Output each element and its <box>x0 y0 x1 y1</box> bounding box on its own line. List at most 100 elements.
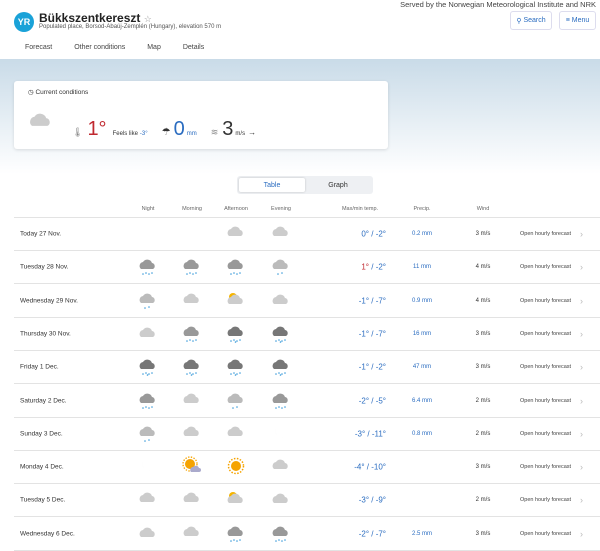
cloud-icon-afternoon <box>226 423 246 445</box>
chevron-right-icon[interactable]: › <box>580 462 583 473</box>
place-name: Bükkszentkereszt <box>39 11 141 25</box>
partly-cloudy-night-icon-night <box>138 323 158 345</box>
day-label: Wednesday 29 Nov. <box>20 297 78 305</box>
light-sleet-icon-evening <box>271 256 291 278</box>
open-hourly-forecast-link[interactable]: Open hourly forecast <box>520 464 572 471</box>
menu-icon: ≡ <box>565 17 570 24</box>
forecast-row[interactable]: Sunday 3 Dec. -3° / -11° 0.8 mm 2 m/s Open h… <box>14 418 600 451</box>
forecast-row[interactable]: Monday 4 Dec. -4° / -10° 3 m/s Open hourly … <box>14 451 600 485</box>
cloud-icon-afternoon <box>226 223 246 245</box>
precip-value: 6.4 mm <box>411 397 433 404</box>
partly-cloudy-night-icon-evening <box>271 489 291 511</box>
wind-value: 3 m/s <box>475 530 491 537</box>
min-temp: -5° <box>375 396 386 405</box>
min-temp: -2° <box>375 229 386 239</box>
max-min-temp: -1° / -2° <box>358 362 386 372</box>
max-temp: 1° <box>361 262 370 272</box>
max-min-temp: -4° / -10° <box>354 462 386 472</box>
chevron-right-icon[interactable]: › <box>580 262 583 273</box>
place-title: Bükkszentkereszt ☆ <box>39 11 152 25</box>
cloud-icon-morning <box>182 423 202 445</box>
heavy-sleet-icon-evening <box>271 356 291 378</box>
forecast-row[interactable]: Tuesday 5 Dec. -3° / -9° 2 m/s Open hourly … <box>14 484 600 518</box>
sleet-icon-afternoon <box>226 256 246 278</box>
precip-unit: mm <box>186 131 197 137</box>
current-precip: 0 <box>173 118 185 140</box>
chevron-right-icon[interactable]: › <box>580 528 583 539</box>
min-temp: -11° <box>371 429 386 439</box>
open-hourly-forecast-link[interactable]: Open hourly forecast <box>520 364 572 371</box>
open-hourly-forecast-link[interactable]: Open hourly forecast <box>520 297 572 304</box>
cloud-icon-evening <box>271 456 291 478</box>
day-label: Saturday 2 Dec. <box>20 397 67 404</box>
chevron-right-icon[interactable]: › <box>580 428 583 439</box>
wind-icon: ≋ <box>210 127 219 137</box>
day-label: Tuesday 28 Nov. <box>20 263 69 271</box>
table-view-button[interactable]: Table <box>239 178 305 192</box>
precip-value: 0.9 mm <box>411 297 433 304</box>
tab-other-conditions[interactable]: Other conditions <box>74 44 126 51</box>
yr-logo[interactable]: YR <box>14 12 34 32</box>
chevron-right-icon[interactable]: › <box>580 362 583 373</box>
graph-view-button[interactable]: Graph <box>328 181 348 189</box>
chevron-right-icon[interactable]: › <box>580 295 583 306</box>
wind-value: 4 m/s <box>475 297 491 304</box>
view-toggle: Table Graph <box>237 176 373 194</box>
cloud-icon-night <box>138 489 158 511</box>
open-hourly-forecast-link[interactable]: Open hourly forecast <box>520 430 572 437</box>
open-hourly-forecast-link[interactable]: Open hourly forecast <box>520 397 572 404</box>
light-sleet-icon-afternoon <box>226 390 246 412</box>
wind-value: 3 m/s <box>475 364 491 371</box>
chevron-right-icon[interactable]: › <box>580 395 583 406</box>
sleet-icon-evening <box>271 390 291 412</box>
main-tabs: Forecast Other conditions Map Details <box>14 40 215 61</box>
feels-like-value: -3° <box>139 131 148 137</box>
chevron-right-icon[interactable]: › <box>580 229 583 239</box>
max-min-temp: -2° / -5° <box>358 396 386 405</box>
tab-map[interactable]: Map <box>147 44 161 51</box>
open-hourly-forecast-link[interactable]: Open hourly forecast <box>520 264 572 271</box>
chevron-right-icon[interactable]: › <box>580 495 583 506</box>
col-evening: Evening <box>271 206 291 212</box>
max-min-temp: -2° / -7° <box>358 529 386 539</box>
star-icon[interactable]: ☆ <box>143 14 152 24</box>
col-temp: Max/min temp. <box>341 206 379 212</box>
open-hourly-forecast-link[interactable]: Open hourly forecast <box>520 330 572 337</box>
sleet-icon-evening <box>271 523 291 545</box>
search-button[interactable]: ⚲ Search <box>510 11 552 30</box>
max-min-temp: -3° / -9° <box>358 495 386 505</box>
max-temp: -1° <box>358 296 370 306</box>
open-hourly-forecast-link[interactable]: Open hourly forecast <box>520 530 572 537</box>
forecast-row[interactable]: Wednesday 6 Dec. -2° / -7° 2.5 mm 3 m/s Open… <box>14 518 600 551</box>
min-temp: -7° <box>375 296 386 306</box>
forecast-row[interactable]: Tuesday 28 Nov. 1° / -2° 11 mm 4 m/s Open ho… <box>14 251 600 285</box>
chevron-right-icon[interactable]: › <box>580 328 583 339</box>
forecast-row[interactable]: Wednesday 29 Nov. -1° / -7° 0.9 mm 4 m/s Ope… <box>14 285 600 318</box>
forecast-row[interactable]: Thursday 30 Nov. -1° / -7° 16 mm 3 m/s Open … <box>14 318 600 351</box>
day-label: Friday 1 Dec. <box>20 363 59 371</box>
table-header: Night Morning Afternoon Evening Max/min … <box>14 204 600 218</box>
col-morning: Morning <box>182 206 202 212</box>
heavy-sleet-icon-evening <box>271 323 291 345</box>
min-temp: -2° <box>375 262 386 272</box>
wind-value: 2 m/s <box>475 497 491 504</box>
tab-forecast[interactable]: Forecast <box>14 40 64 61</box>
day-label: Wednesday 6 Dec. <box>20 530 75 538</box>
max-temp: -2° <box>358 396 370 405</box>
forecast-row[interactable]: Saturday 2 Dec. -2° / -5° 6.4 mm 2 m/s Open … <box>14 385 600 418</box>
max-temp: -3° <box>354 429 366 439</box>
sleet-icon-night <box>138 256 158 278</box>
max-min-temp: 1° / -2° <box>361 262 386 272</box>
current-temp: 1° <box>87 118 107 140</box>
sleet-icon-afternoon <box>226 523 246 545</box>
tab-details[interactable]: Details <box>182 44 205 51</box>
umbrella-icon: ☂ <box>161 127 171 138</box>
open-hourly-forecast-link[interactable]: Open hourly forecast <box>520 231 572 237</box>
menu-button[interactable]: ≡ Menu <box>559 11 596 30</box>
forecast-row[interactable]: Friday 1 Dec. -1° / -2° 47 mm 3 m/s Open hou… <box>14 351 600 385</box>
max-min-temp: -1° / -7° <box>358 329 386 339</box>
open-hourly-forecast-link[interactable]: Open hourly forecast <box>520 497 572 504</box>
current-wind: 3 <box>222 118 234 140</box>
fair-day-icon-morning <box>182 456 202 478</box>
forecast-row[interactable]: Today 27 Nov. 0° / -2° 0.2 mm 3 m/s Open hou… <box>14 218 600 251</box>
